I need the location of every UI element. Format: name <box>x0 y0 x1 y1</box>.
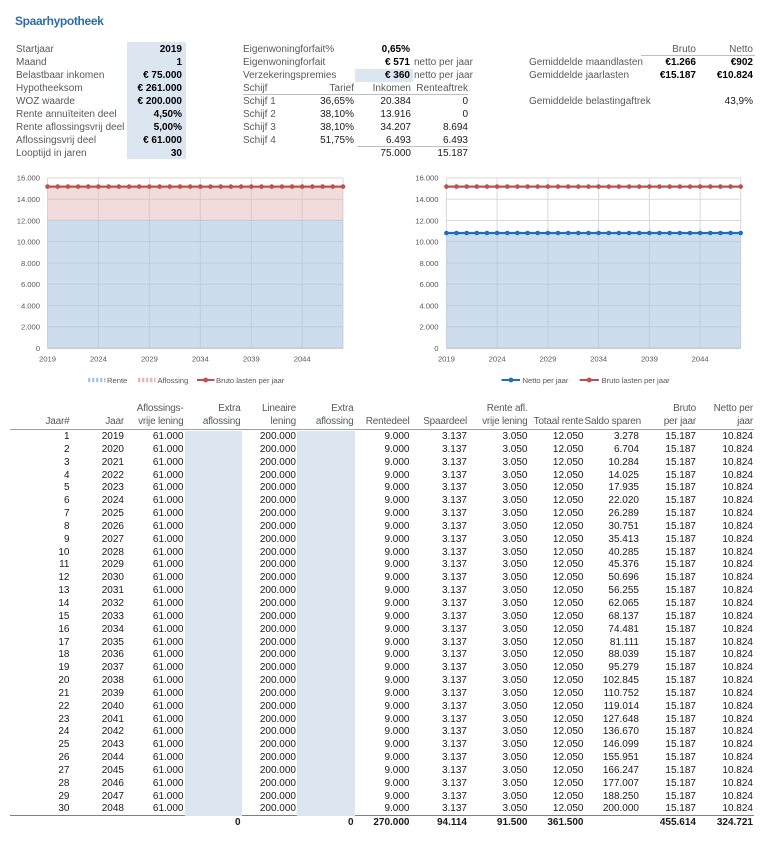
svg-text:8.000: 8.000 <box>420 259 439 268</box>
svg-text:2044: 2044 <box>294 355 312 364</box>
svg-text:14.000: 14.000 <box>415 195 438 204</box>
svg-text:2039: 2039 <box>641 355 658 364</box>
svg-text:2034: 2034 <box>590 355 608 364</box>
svg-text:2029: 2029 <box>539 355 556 364</box>
svg-text:2029: 2029 <box>141 355 158 364</box>
svg-text:6.000: 6.000 <box>21 280 40 289</box>
svg-text:2039: 2039 <box>243 355 260 364</box>
svg-text:0: 0 <box>434 344 438 353</box>
svg-text:10.000: 10.000 <box>415 238 438 247</box>
svg-text:10.000: 10.000 <box>17 238 40 247</box>
svg-text:14.000: 14.000 <box>17 195 40 204</box>
svg-text:Netto per jaar: Netto per jaar <box>523 376 569 385</box>
svg-text:4.000: 4.000 <box>420 301 439 310</box>
svg-text:16.000: 16.000 <box>415 174 438 183</box>
svg-text:2.000: 2.000 <box>21 323 40 332</box>
svg-text:16.000: 16.000 <box>17 174 40 183</box>
svg-text:4.000: 4.000 <box>21 301 40 310</box>
svg-text:2034: 2034 <box>192 355 210 364</box>
svg-text:2024: 2024 <box>90 355 108 364</box>
svg-text:2019: 2019 <box>438 355 455 364</box>
svg-text:2024: 2024 <box>489 355 507 364</box>
svg-text:0: 0 <box>36 344 40 353</box>
svg-text:6.000: 6.000 <box>420 280 439 289</box>
svg-text:12.000: 12.000 <box>17 216 40 225</box>
svg-text:Bruto lasten per jaar: Bruto lasten per jaar <box>216 376 285 385</box>
svg-text:Rente: Rente <box>107 376 127 385</box>
svg-text:8.000: 8.000 <box>21 259 40 268</box>
svg-text:12.000: 12.000 <box>415 216 438 225</box>
svg-text:2044: 2044 <box>692 355 710 364</box>
svg-text:Bruto lasten per jaar: Bruto lasten per jaar <box>602 376 671 385</box>
svg-text:2019: 2019 <box>39 355 56 364</box>
svg-text:Aflossing: Aflossing <box>158 376 189 385</box>
svg-text:2.000: 2.000 <box>420 323 439 332</box>
